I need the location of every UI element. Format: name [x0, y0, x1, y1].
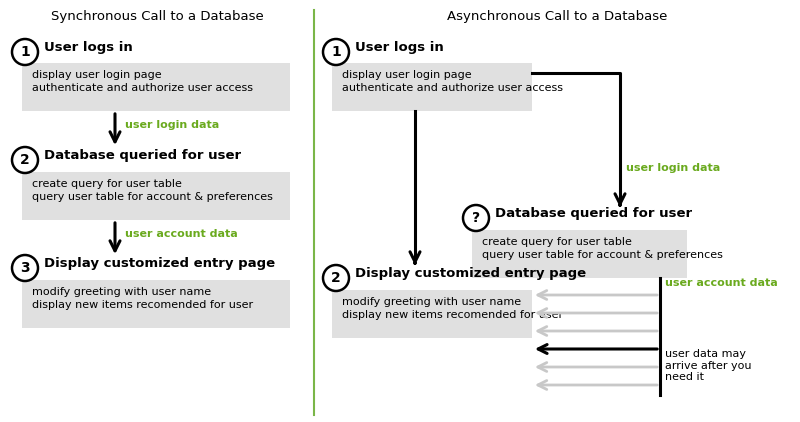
Text: 3: 3	[20, 261, 30, 275]
FancyBboxPatch shape	[472, 230, 687, 278]
Text: query user table for account & preferences: query user table for account & preferenc…	[32, 192, 273, 202]
FancyBboxPatch shape	[22, 280, 290, 328]
Text: create query for user table: create query for user table	[482, 237, 632, 247]
Text: display new items recomended for user: display new items recomended for user	[32, 300, 253, 310]
Text: user login data: user login data	[125, 120, 219, 130]
Text: authenticate and authorize user access: authenticate and authorize user access	[32, 83, 253, 93]
Circle shape	[323, 39, 349, 65]
FancyBboxPatch shape	[332, 290, 532, 338]
Text: modify greeting with user name: modify greeting with user name	[32, 287, 211, 297]
Text: 2: 2	[331, 271, 341, 285]
Text: user login data: user login data	[626, 163, 720, 173]
Text: query user table for account & preferences: query user table for account & preferenc…	[482, 250, 723, 260]
Circle shape	[463, 205, 489, 231]
Text: authenticate and authorize user access: authenticate and authorize user access	[342, 83, 563, 93]
Circle shape	[12, 255, 38, 281]
Text: Database queried for user: Database queried for user	[495, 206, 692, 219]
Text: display user login page: display user login page	[32, 70, 162, 80]
Text: display user login page: display user login page	[342, 70, 472, 80]
Circle shape	[323, 265, 349, 291]
Text: Synchronous Call to a Database: Synchronous Call to a Database	[50, 10, 263, 23]
Text: Display customized entry page: Display customized entry page	[355, 267, 586, 279]
Text: User logs in: User logs in	[355, 41, 444, 54]
Text: Display customized entry page: Display customized entry page	[44, 257, 275, 270]
Text: 2: 2	[20, 153, 30, 167]
Text: create query for user table: create query for user table	[32, 179, 182, 189]
Text: 1: 1	[20, 45, 30, 59]
Text: user data may
arrive after you
need it: user data may arrive after you need it	[665, 349, 751, 382]
Text: 1: 1	[331, 45, 341, 59]
FancyBboxPatch shape	[22, 172, 290, 220]
Text: Asynchronous Call to a Database: Asynchronous Call to a Database	[447, 10, 667, 23]
Text: User logs in: User logs in	[44, 41, 133, 54]
Text: user account data: user account data	[125, 229, 238, 239]
Text: Database queried for user: Database queried for user	[44, 149, 241, 162]
Circle shape	[12, 147, 38, 173]
Circle shape	[12, 39, 38, 65]
Text: display new items recomended for user: display new items recomended for user	[342, 310, 563, 320]
Text: modify greeting with user name: modify greeting with user name	[342, 297, 521, 307]
Text: user account data: user account data	[665, 278, 778, 288]
FancyBboxPatch shape	[22, 63, 290, 111]
Text: ?: ?	[472, 211, 480, 225]
FancyBboxPatch shape	[332, 63, 532, 111]
